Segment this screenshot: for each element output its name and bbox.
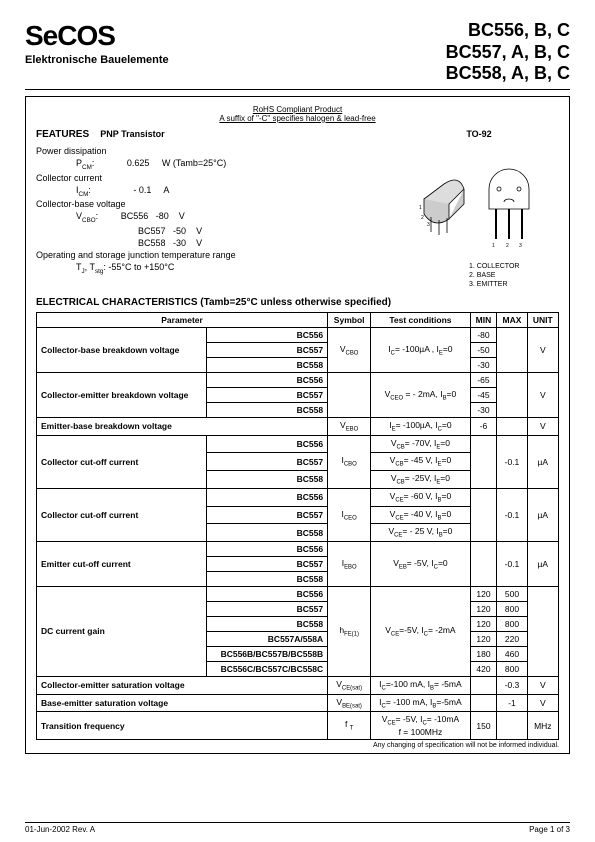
r1-unit: V [527, 328, 558, 373]
logo-subtitle: Elektronische Bauelemente [25, 54, 169, 66]
ic-label: Collector current [36, 173, 409, 183]
compliance-line-1: RoHS Compliant Product [36, 105, 559, 114]
vcbo-label: VCBO: [76, 211, 98, 221]
pcm-unit: W (Tamb=25°C) [162, 158, 226, 168]
vcb-row-2-part: BC558 [138, 238, 166, 248]
logo: SeCOS [25, 20, 169, 52]
electrical-table: Parameter Symbol Test conditions MIN MAX… [36, 312, 559, 740]
r4-param: Collector cut-off current [37, 435, 207, 488]
icm-label: ICM: [76, 185, 91, 195]
svg-text:3: 3 [427, 222, 430, 228]
svg-text:1: 1 [492, 243, 495, 249]
th-cond: Test conditions [371, 313, 470, 328]
r3-param: Emitter-base breakdown voltage [37, 418, 328, 436]
r1-min0: -80 [470, 328, 497, 343]
r7-param: DC current gain [37, 586, 207, 676]
vcb-row-0-unit: V [179, 211, 185, 221]
header: SeCOS Elektronische Bauelemente BC556, B… [25, 20, 570, 90]
logo-block: SeCOS Elektronische Bauelemente [25, 20, 169, 66]
r1-sub0: BC556 [206, 328, 327, 343]
part-line-2: BC557, A, B, C [446, 42, 570, 64]
part-line-1: BC556, B, C [446, 20, 570, 42]
svg-text:2: 2 [506, 243, 509, 249]
compliance-line-2: A suffix of "-C" specifies halogen & lea… [36, 114, 559, 123]
footer-left: 01-Jun-2002 Rev. A [25, 825, 95, 834]
package-label: TO-92 [409, 129, 549, 139]
r6-param: Emitter cut-off current [37, 541, 207, 586]
th-max: MAX [497, 313, 527, 328]
r2-param: Collector-emitter breakdown voltage [37, 373, 207, 418]
pin-1: 1. COLLECTOR [469, 262, 559, 271]
package-icon: 1 2 3 1 2 3 [409, 139, 539, 259]
features-section: FEATURES PNP Transistor Power dissipatio… [36, 129, 559, 289]
footer-note: Any changing of specification will not b… [36, 742, 559, 749]
vcb-row-1-val: -50 [173, 226, 186, 236]
pcm-label: PCM: [76, 158, 94, 168]
svg-text:1: 1 [419, 205, 422, 211]
icm-value: - 0.1 [133, 185, 151, 195]
vcb-row-0-part: BC556 [121, 211, 149, 221]
transistor-type: PNP Transistor [100, 129, 164, 139]
th-unit: UNIT [527, 313, 558, 328]
th-parameter: Parameter [37, 313, 328, 328]
r8-param: Collector-emitter saturation voltage [37, 676, 328, 694]
svg-text:3: 3 [519, 243, 522, 249]
package-area: TO-92 1 2 3 [409, 129, 559, 289]
vcb-row-1-part: BC557 [138, 226, 166, 236]
pcm-value: 0.625 [127, 158, 150, 168]
vcb-label: Collector-base voltage [36, 199, 409, 209]
r9-param: Base-emitter saturation voltage [37, 694, 328, 712]
vcb-row-2-unit: V [196, 238, 202, 248]
temp-label: Operating and storage junction temperatu… [36, 250, 409, 260]
th-symbol: Symbol [328, 313, 371, 328]
vcb-row-1-unit: V [196, 226, 202, 236]
content-box: RoHS Compliant Product A suffix of "-C" … [25, 96, 570, 754]
r1-cond: IC= -100µA , IE=0 [371, 328, 470, 373]
page-footer: 01-Jun-2002 Rev. A Page 1 of 3 [25, 822, 570, 834]
pin-legend: 1. COLLECTOR 2. BASE 3. EMITTER [469, 262, 559, 289]
r10-param: Transition frequency [37, 712, 328, 740]
features-title: FEATURES [36, 129, 89, 140]
temp-value: TJ, Tstg: -55°C to +150°C [76, 262, 409, 275]
r1-param: Collector-base breakdown voltage [37, 328, 207, 373]
pin-3: 3. EMITTER [469, 280, 559, 289]
part-numbers: BC556, B, C BC557, A, B, C BC558, A, B, … [446, 20, 570, 85]
r5-param: Collector cut-off current [37, 488, 207, 541]
pin-2: 2. BASE [469, 271, 559, 280]
vcb-row-0-val: -80 [156, 211, 169, 221]
power-diss-label: Power dissipation [36, 146, 409, 156]
r1-symbol: VCBO [328, 328, 371, 373]
elec-title: ELECTRICAL CHARACTERISTICS (Tamb=25°C un… [36, 297, 559, 308]
icm-unit: A [163, 185, 169, 195]
vcb-row-2-val: -30 [173, 238, 186, 248]
svg-text:2: 2 [421, 215, 424, 221]
part-line-3: BC558, A, B, C [446, 63, 570, 85]
footer-right: Page 1 of 3 [529, 825, 570, 834]
th-min: MIN [470, 313, 497, 328]
